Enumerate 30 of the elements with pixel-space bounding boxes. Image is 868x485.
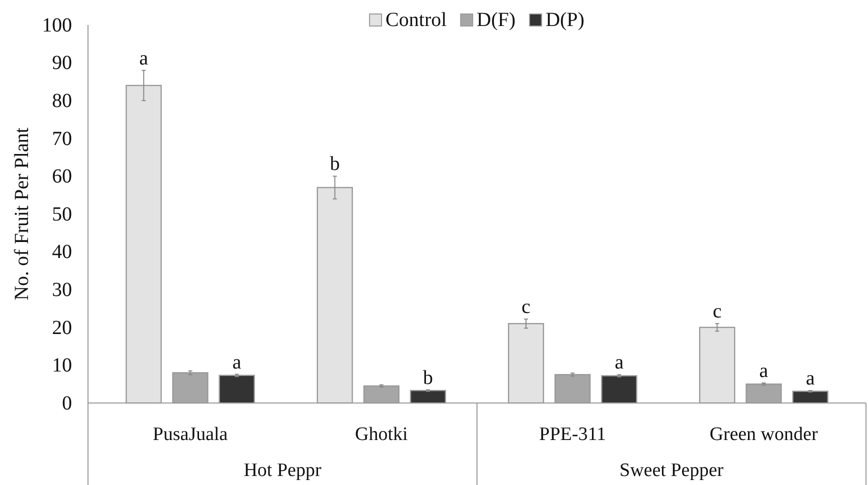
- data-label: a: [806, 368, 815, 390]
- legend-label: D(F): [476, 9, 516, 31]
- y-tick-label: 50: [52, 203, 72, 226]
- y-tick-label: 70: [52, 128, 72, 150]
- data-label: a: [759, 360, 768, 382]
- data-label: c: [522, 296, 531, 318]
- y-tick-label: 30: [52, 279, 72, 301]
- y-tick-label: 20: [52, 316, 72, 339]
- y-tick-label: 80: [52, 90, 72, 112]
- data-label: b: [330, 153, 340, 176]
- y-tick-label: 60: [52, 166, 72, 188]
- y-tick-label: 100: [42, 14, 72, 36]
- legend-label: D(P): [546, 9, 584, 31]
- data-label: a: [232, 351, 242, 374]
- x-tick-label: PusaJuala: [152, 424, 228, 445]
- data-label: a: [614, 352, 624, 374]
- y-tick-label: 10: [52, 354, 72, 377]
- text: Sweet Pepper: [620, 460, 724, 481]
- x-tick-label: Ghotki: [355, 424, 408, 445]
- x-tick-label: PPE-311: [539, 424, 606, 445]
- y-tick-label: 0: [62, 392, 72, 414]
- y-tick-label: 40: [52, 241, 72, 264]
- data-label: c: [712, 300, 722, 323]
- legend-label: Control: [386, 9, 448, 31]
- y-tick-label: 90: [52, 52, 72, 74]
- data-label: b: [422, 366, 433, 389]
- x-tick-label: Green wonder: [710, 424, 818, 445]
- text: Hot Peppr: [244, 460, 322, 481]
- data-label: a: [139, 47, 148, 70]
- y-axis-title: No. of Fruit Per Plant: [11, 127, 33, 300]
